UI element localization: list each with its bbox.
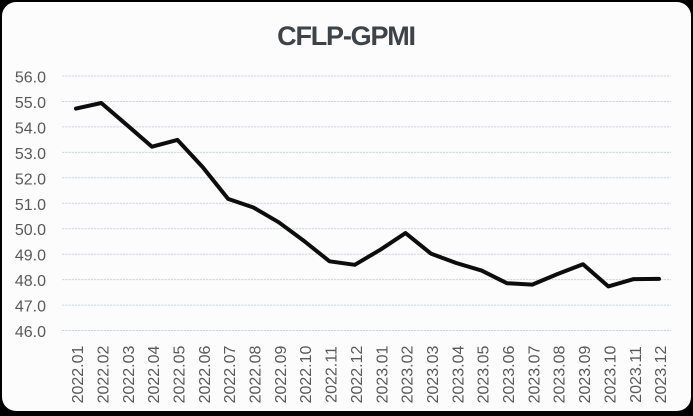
svg-text:CFLP-GPMI: CFLP-GPMI [277, 21, 415, 51]
svg-text:2022.03: 2022.03 [121, 345, 138, 403]
svg-text:2023.05: 2023.05 [476, 345, 493, 403]
svg-text:56.0: 56.0 [15, 70, 46, 87]
svg-text:2023.08: 2023.08 [552, 345, 569, 403]
svg-text:2023.11: 2023.11 [628, 346, 645, 403]
svg-text:2022.04: 2022.04 [146, 345, 163, 403]
svg-text:2023.03: 2023.03 [425, 345, 442, 403]
svg-text:2023.04: 2023.04 [450, 345, 467, 403]
svg-text:2023.07: 2023.07 [526, 345, 543, 403]
svg-text:46.0: 46.0 [15, 324, 46, 341]
svg-text:2022.12: 2022.12 [349, 345, 366, 403]
svg-text:53.0: 53.0 [15, 146, 46, 163]
svg-text:2022.06: 2022.06 [197, 345, 214, 403]
svg-text:2022.01: 2022.01 [70, 345, 87, 403]
svg-text:2022.11: 2022.11 [324, 346, 341, 403]
svg-text:49.0: 49.0 [15, 248, 46, 265]
svg-text:2022.02: 2022.02 [95, 345, 112, 403]
svg-text:2023.01: 2023.01 [374, 345, 391, 403]
svg-text:2023.06: 2023.06 [501, 345, 518, 403]
svg-text:2022.05: 2022.05 [172, 345, 189, 403]
svg-text:54.0: 54.0 [15, 120, 46, 137]
svg-text:2022.08: 2022.08 [247, 345, 264, 403]
svg-text:51.0: 51.0 [15, 197, 46, 214]
svg-text:2022.10: 2022.10 [298, 345, 315, 403]
svg-text:2023.02: 2023.02 [400, 345, 417, 403]
svg-text:55.0: 55.0 [15, 95, 46, 112]
svg-text:2023.09: 2023.09 [577, 345, 594, 403]
svg-text:2023.12: 2023.12 [653, 345, 670, 403]
svg-text:52.0: 52.0 [15, 171, 46, 188]
svg-text:2023.10: 2023.10 [602, 345, 619, 403]
svg-text:50.0: 50.0 [15, 222, 46, 239]
svg-text:2022.07: 2022.07 [222, 345, 239, 403]
svg-text:2022.09: 2022.09 [273, 345, 290, 403]
svg-text:48.0: 48.0 [15, 273, 46, 290]
svg-text:47.0: 47.0 [15, 299, 46, 316]
